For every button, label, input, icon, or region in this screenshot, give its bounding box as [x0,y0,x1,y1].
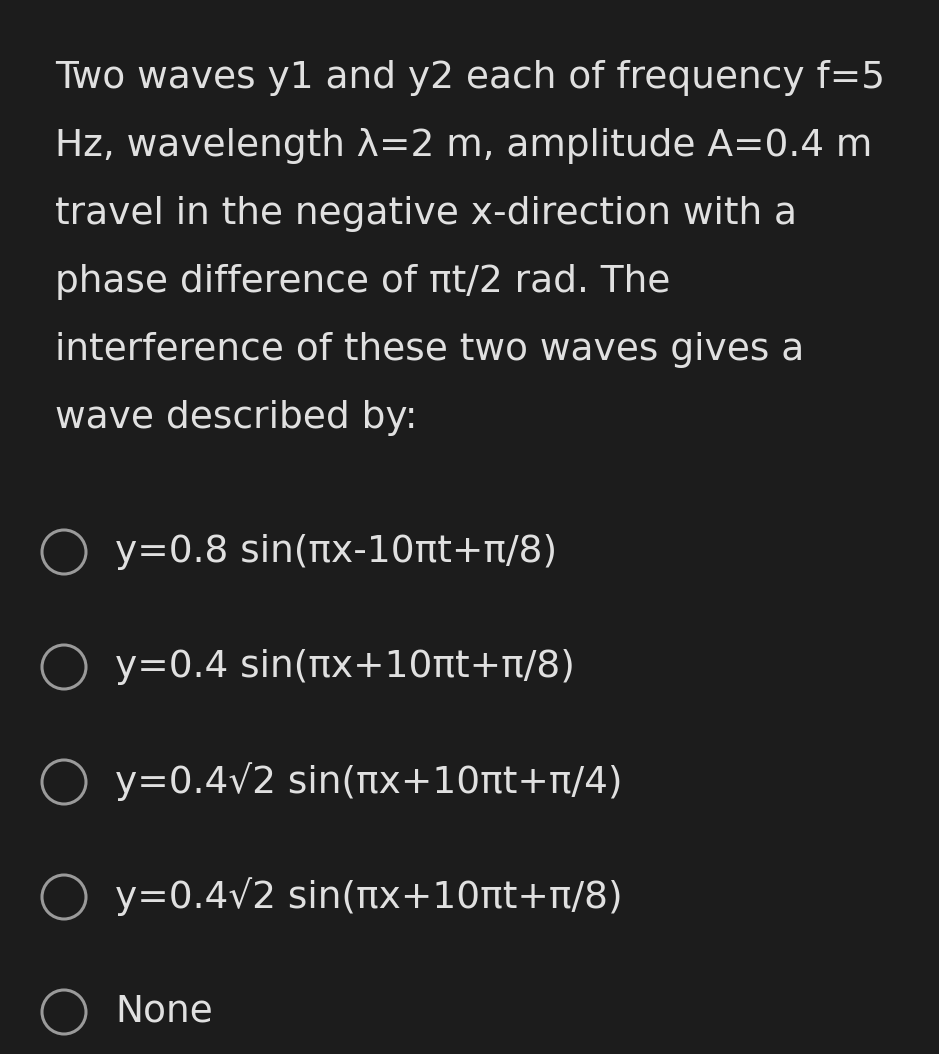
Text: None: None [115,994,213,1030]
Text: Hz, wavelength λ=2 m, amplitude A=0.4 m: Hz, wavelength λ=2 m, amplitude A=0.4 m [55,128,872,164]
Text: wave described by:: wave described by: [55,401,418,436]
Text: y=0.4√2 sin(πx+10πt+π/8): y=0.4√2 sin(πx+10πt+π/8) [115,878,623,916]
Text: travel in the negative x-direction with a: travel in the negative x-direction with … [55,196,797,232]
Text: Two waves y1 and y2 each of frequency f=5: Two waves y1 and y2 each of frequency f=… [55,60,885,96]
Text: phase difference of πt/2 rad. The: phase difference of πt/2 rad. The [55,264,670,300]
Text: y=0.4 sin(πx+10πt+π/8): y=0.4 sin(πx+10πt+π/8) [115,649,575,685]
Text: y=0.8 sin(πx-10πt+π/8): y=0.8 sin(πx-10πt+π/8) [115,534,557,570]
Text: y=0.4√2 sin(πx+10πt+π/4): y=0.4√2 sin(πx+10πt+π/4) [115,763,623,801]
Text: interference of these two waves gives a: interference of these two waves gives a [55,332,804,368]
